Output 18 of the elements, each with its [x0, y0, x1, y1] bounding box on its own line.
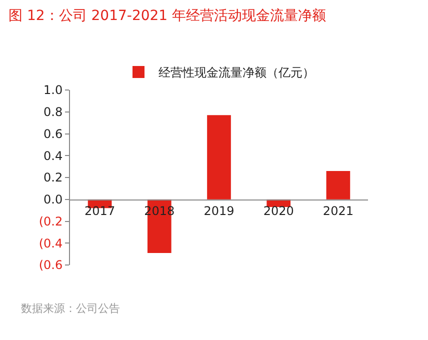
y-tick-label: (0.2	[38, 214, 63, 228]
chart-title: 图 12：公司 2017-2021 年经营活动现金流量净额	[8, 8, 326, 24]
legend-label: 经营性现金流量净额（亿元）	[158, 66, 314, 80]
y-tick-label: 0.2	[44, 170, 63, 185]
y-tick-label: 0.8	[44, 105, 63, 120]
y-tick-label: (0.4	[38, 236, 63, 250]
y-tick-label: 0.6	[44, 126, 63, 141]
bar	[207, 115, 231, 200]
bar	[326, 170, 350, 200]
x-tick-label: 2020	[263, 204, 294, 218]
source-note: 数据来源：公司公告	[21, 302, 120, 315]
x-tick-label: 2019	[204, 204, 234, 218]
x-tick-label: 2021	[322, 204, 354, 218]
y-tick-label: 0.0	[44, 192, 63, 207]
y-tick-label: 1.0	[44, 83, 63, 98]
x-tick-label: 2017	[84, 204, 116, 218]
y-tick-label: 0.4	[44, 148, 63, 163]
y-tick-label: (0.6	[38, 258, 63, 272]
